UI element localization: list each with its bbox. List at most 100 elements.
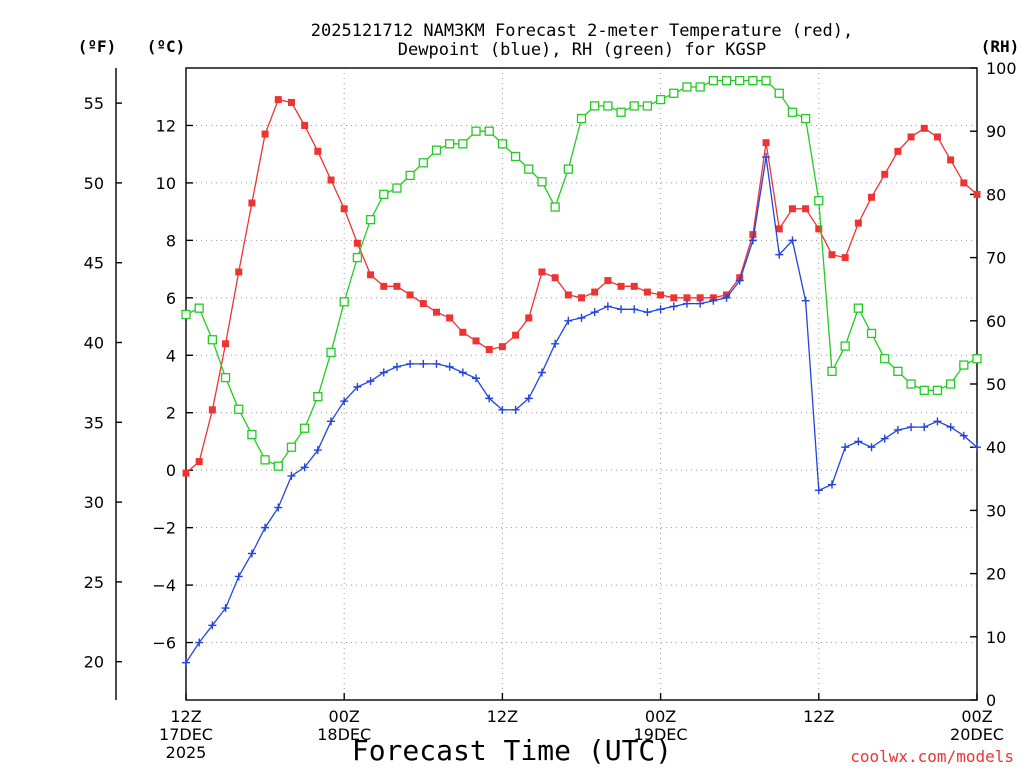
dewpoint-point xyxy=(247,549,256,558)
rh-point xyxy=(537,177,547,187)
fahrenheit-tick-label: 50 xyxy=(84,174,104,193)
dewpoint-point xyxy=(379,368,388,377)
dewpoint-point xyxy=(577,313,586,322)
temperature-point xyxy=(498,343,506,351)
temperature-line xyxy=(185,98,978,474)
rh-point xyxy=(365,215,376,225)
temperature-point xyxy=(551,274,559,282)
rh-point xyxy=(286,442,297,452)
rh-point xyxy=(260,455,270,465)
temperature-point xyxy=(920,124,928,132)
temperature-point xyxy=(208,406,216,414)
dewpoint-point xyxy=(762,153,771,162)
dewpoint-point xyxy=(551,339,560,348)
rh-point xyxy=(339,297,349,307)
temperature-point xyxy=(657,291,665,299)
dewpoint-point xyxy=(959,431,968,440)
temperature-point xyxy=(604,277,612,285)
fahrenheit-tick-label: 30 xyxy=(84,493,104,512)
dewpoint-point xyxy=(392,362,401,371)
fahrenheit-tick-label: 45 xyxy=(84,254,104,273)
time-tick-label: 19DEC xyxy=(634,725,688,744)
rh-series xyxy=(181,75,982,471)
dewpoint-point xyxy=(722,293,731,302)
rh-point xyxy=(405,170,415,181)
dewpoint-point xyxy=(814,486,823,495)
dewpoint-point xyxy=(511,405,520,414)
temperature-point xyxy=(525,314,533,322)
rh-point xyxy=(445,139,455,149)
celsius-tick-label: −2 xyxy=(152,519,176,538)
temperature-point xyxy=(683,294,691,302)
rh-point xyxy=(669,88,679,98)
dewpoint-point xyxy=(788,236,797,245)
temperature-point xyxy=(248,199,256,207)
dewpoint-point xyxy=(458,368,467,377)
temperature-point xyxy=(841,254,849,262)
temperature-point xyxy=(868,193,876,201)
dewpoint-point xyxy=(182,658,190,667)
rh-point xyxy=(748,75,758,86)
temperature-point xyxy=(419,300,427,308)
celsius-tick-label: 0 xyxy=(166,461,176,480)
rh-point xyxy=(194,303,204,313)
dewpoint-point xyxy=(920,423,929,432)
temperature-point xyxy=(432,308,440,316)
temperature-point xyxy=(933,133,941,141)
temperature-point xyxy=(894,147,902,155)
dewpoint-point xyxy=(841,443,850,452)
dewpoint-point xyxy=(524,394,533,403)
temperature-point xyxy=(235,268,243,276)
dewpoint-point xyxy=(537,368,546,377)
temperature-point xyxy=(485,346,493,354)
dewpoint-point xyxy=(485,394,494,403)
fahrenheit-tick-label: 35 xyxy=(84,413,104,432)
rh-tick-label: 90 xyxy=(986,122,1006,141)
grid-lines xyxy=(186,68,977,700)
dewpoint-point xyxy=(827,480,836,489)
dewpoint-point xyxy=(946,423,955,432)
rh-point xyxy=(313,391,323,402)
rh-point xyxy=(590,101,600,111)
rh-axis-label: (RH) xyxy=(981,37,1020,56)
rh-tick-label: 10 xyxy=(986,628,1006,647)
rh-point xyxy=(932,385,943,395)
temperature-point xyxy=(578,294,585,302)
dewpoint-point xyxy=(498,405,507,414)
celsius-tick-label: −4 xyxy=(152,576,176,595)
dewpoint-point xyxy=(590,308,599,317)
time-tick-label: 12Z xyxy=(803,707,834,726)
rh-point xyxy=(906,379,916,389)
rh-point xyxy=(866,328,877,339)
rh-point xyxy=(234,404,244,414)
dewpoint-point xyxy=(195,638,204,647)
temperature-point xyxy=(472,337,480,345)
dewpoint-point xyxy=(973,443,981,452)
rh-point xyxy=(800,113,811,124)
temperature-point xyxy=(195,458,203,466)
temperature-point xyxy=(881,170,889,178)
rh-point xyxy=(603,101,613,111)
dewpoint-point xyxy=(406,359,415,368)
time-tick-label: 12Z xyxy=(170,707,201,726)
temperature-point xyxy=(564,291,572,299)
rh-point xyxy=(827,366,837,377)
dewpoint-point xyxy=(472,374,481,383)
time-tick-label: 12Z xyxy=(487,707,518,726)
temperature-point xyxy=(802,205,810,213)
rh-point xyxy=(893,366,903,377)
fahrenheit-tick-label: 40 xyxy=(84,334,104,353)
rh-tick-label: 70 xyxy=(986,249,1006,268)
dewpoint-point xyxy=(907,423,916,432)
dewpoint-point xyxy=(327,417,336,426)
celsius-tick-label: 12 xyxy=(156,116,176,135)
rh-point xyxy=(471,126,481,136)
temperature-point xyxy=(393,282,401,290)
rh-point xyxy=(945,379,956,389)
rh-point xyxy=(458,139,468,149)
credit-link[interactable]: coolwx.com/models xyxy=(850,747,1014,766)
time-tick-label: 2025 xyxy=(166,743,207,762)
temperature-point xyxy=(182,469,190,477)
celsius-tick-label: 4 xyxy=(166,346,176,365)
